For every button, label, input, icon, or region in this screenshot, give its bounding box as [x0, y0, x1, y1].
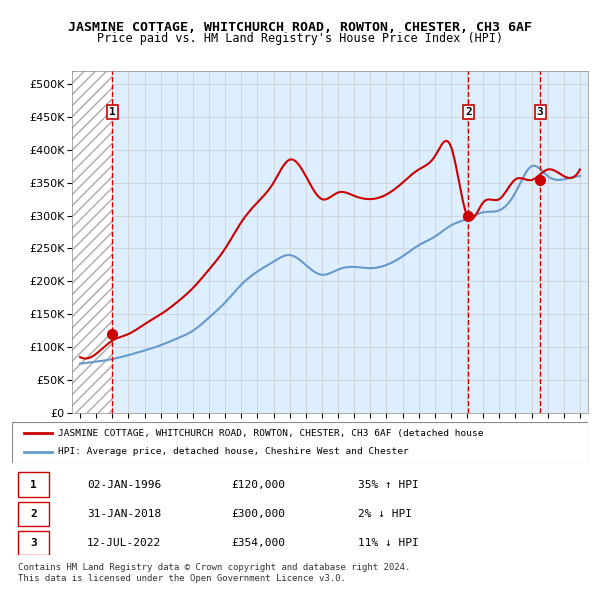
Text: £120,000: £120,000	[231, 480, 285, 490]
FancyBboxPatch shape	[12, 422, 588, 463]
Text: 35% ↑ HPI: 35% ↑ HPI	[358, 480, 418, 490]
Text: 2: 2	[30, 509, 37, 519]
Text: Contains HM Land Registry data © Crown copyright and database right 2024.
This d: Contains HM Land Registry data © Crown c…	[18, 563, 410, 583]
Text: 2: 2	[465, 107, 472, 117]
Text: 2% ↓ HPI: 2% ↓ HPI	[358, 509, 412, 519]
Text: £300,000: £300,000	[231, 509, 285, 519]
Text: 31-JAN-2018: 31-JAN-2018	[87, 509, 161, 519]
Bar	[72, 71, 112, 413]
Text: Price paid vs. HM Land Registry's House Price Index (HPI): Price paid vs. HM Land Registry's House …	[97, 32, 503, 45]
Text: 1: 1	[30, 480, 37, 490]
Text: HPI: Average price, detached house, Cheshire West and Chester: HPI: Average price, detached house, Ches…	[58, 447, 409, 456]
FancyBboxPatch shape	[18, 472, 49, 497]
FancyBboxPatch shape	[18, 531, 49, 556]
Text: 3: 3	[537, 107, 544, 117]
FancyBboxPatch shape	[18, 502, 49, 526]
Text: JASMINE COTTAGE, WHITCHURCH ROAD, ROWTON, CHESTER, CH3 6AF: JASMINE COTTAGE, WHITCHURCH ROAD, ROWTON…	[68, 21, 532, 34]
Text: 1: 1	[109, 107, 116, 117]
Bar	[72, 71, 112, 413]
Text: 02-JAN-1996: 02-JAN-1996	[87, 480, 161, 490]
Text: JASMINE COTTAGE, WHITCHURCH ROAD, ROWTON, CHESTER, CH3 6AF (detached house: JASMINE COTTAGE, WHITCHURCH ROAD, ROWTON…	[58, 429, 484, 438]
Text: 11% ↓ HPI: 11% ↓ HPI	[358, 538, 418, 548]
Text: 12-JUL-2022: 12-JUL-2022	[87, 538, 161, 548]
Text: £354,000: £354,000	[231, 538, 285, 548]
Text: 3: 3	[30, 538, 37, 548]
